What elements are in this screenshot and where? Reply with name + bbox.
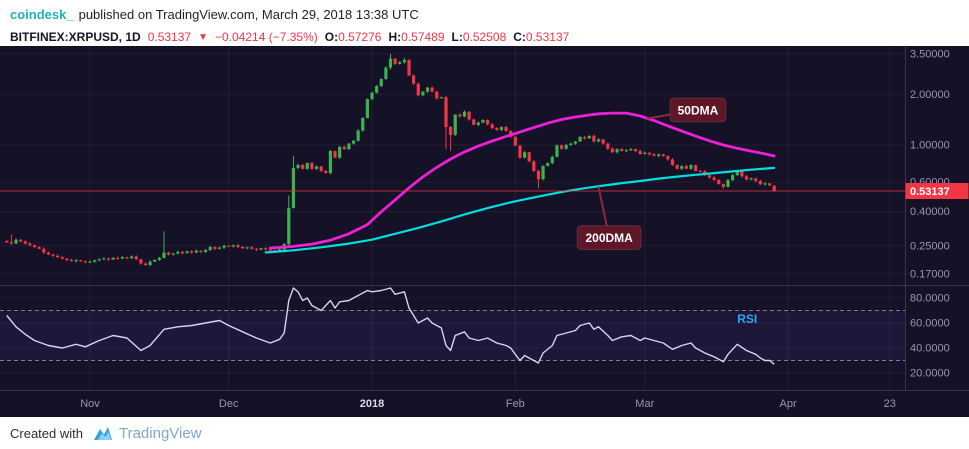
tradingview-logo-icon [93,427,112,440]
svg-text:Nov: Nov [80,398,100,410]
svg-text:0.40000: 0.40000 [910,206,950,218]
svg-text:2.00000: 2.00000 [910,89,950,101]
svg-text:2018: 2018 [360,398,384,410]
open-label: O: [324,30,339,44]
open-value: 0.57276 [338,30,382,44]
svg-text:40.0000: 40.0000 [910,343,950,355]
low-label: L: [451,30,463,44]
low-value: 0.52508 [462,30,507,44]
svg-text:0.17000: 0.17000 [910,268,950,280]
svg-text:20.0000: 20.0000 [910,368,950,380]
callout-50dma: 50DMA [646,97,727,123]
tradingview-brand[interactable]: TradingView [93,424,202,442]
high-value: 0.57489 [401,30,445,44]
published-text: published on TradingView.com, March 29, … [78,6,419,22]
symbol-info-bar: BITFINEX:XRPUSD, 1D 0.53137 ▼ −0.04214 (… [0,28,969,46]
rsi-pane-label: RSI [737,312,757,326]
price-change: −0.04214 (−7.35%) [214,30,318,44]
svg-text:50DMA: 50DMA [678,103,719,117]
ma200-line [264,166,776,254]
svg-text:80.0000: 80.0000 [910,293,950,305]
ohlc-close: C:0.53137 [513,30,569,44]
time-axis[interactable]: Nov Dec 2018 Feb Mar Apr 23 [80,398,896,410]
rsi-axis[interactable]: 80.0000 60.0000 40.0000 20.0000 [910,293,950,380]
footer-bar: Created with TradingView [0,417,969,449]
top-bar: coindesk_ published on TradingView.com, … [0,0,969,28]
symbol-title: BITFINEX:XRPUSD, 1D [10,30,141,44]
svg-text:Feb: Feb [506,398,525,410]
ohlc-low: L:0.52508 [452,30,507,44]
svg-text:Apr: Apr [780,398,797,410]
svg-text:Dec: Dec [219,398,239,410]
author-name[interactable]: coindesk_ [10,6,74,22]
svg-text:0.53137: 0.53137 [910,186,950,198]
tradingview-wordmark: TradingView [118,424,202,442]
close-value: 0.53137 [525,30,570,44]
ohlc-high: H:0.57489 [388,30,444,44]
price-axis[interactable]: 3.500002.000001.000000.600000.400000.250… [910,48,950,280]
chart-region: RSI 3.50000 2.00000 1.00000 0.60000 0.40000 0.… [0,46,969,417]
svg-text:0.25000: 0.25000 [910,240,950,252]
last-price-tag: 0.53137 [905,182,969,199]
high-label: H: [388,30,402,44]
svg-text:23: 23 [884,398,896,410]
svg-text:3.50000: 3.50000 [910,48,950,60]
close-label: C: [513,30,526,44]
grid-lines [0,46,905,390]
callout-200dma: 200DMA [576,186,642,251]
svg-text:200DMA: 200DMA [585,231,633,245]
svg-text:60.0000: 60.0000 [910,318,950,330]
svg-text:Mar: Mar [635,398,654,410]
ma50-line [268,111,776,250]
created-with-text: Created with [10,425,83,441]
last-price: 0.53137 [147,30,192,44]
price-chart[interactable]: RSI3.500002.000001.000000.600000.400000.… [0,46,969,417]
down-arrow-icon: ▼ [198,31,208,43]
rsi-band-background [0,310,905,361]
ohlc-open: O:0.57276 [325,30,382,44]
svg-text:1.00000: 1.00000 [910,139,950,151]
rsi-line [6,287,775,365]
